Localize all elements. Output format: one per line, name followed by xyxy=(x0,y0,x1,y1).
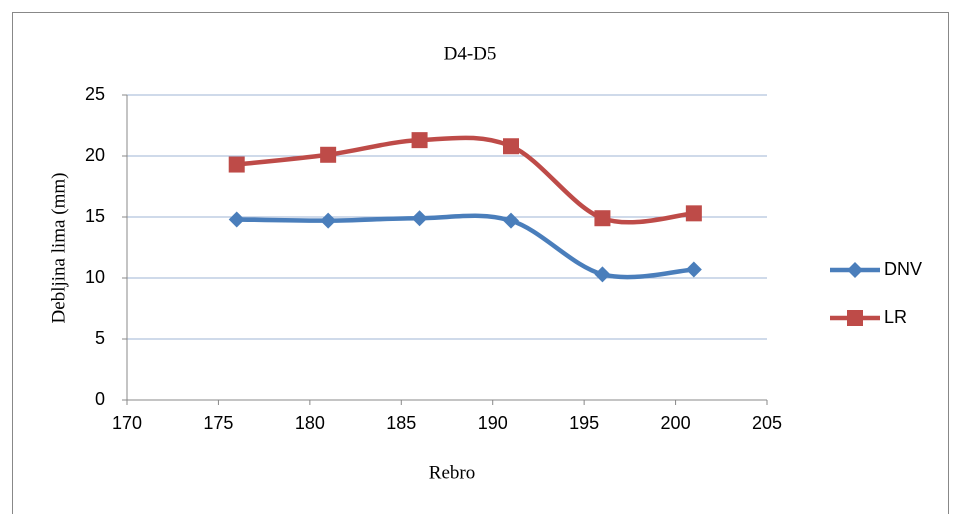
marker xyxy=(411,132,428,149)
y-tick-label: 0 xyxy=(95,389,105,409)
y-tick-label: 10 xyxy=(85,267,105,287)
marker xyxy=(594,266,611,283)
legend-marker xyxy=(847,310,863,326)
x-tick-label: 205 xyxy=(752,413,782,433)
marker xyxy=(228,156,245,173)
legend-marker xyxy=(847,262,863,278)
marker xyxy=(594,210,611,227)
legend-label: DNV xyxy=(884,259,922,279)
marker xyxy=(228,211,245,228)
x-tick-label: 180 xyxy=(295,413,325,433)
x-tick-label: 170 xyxy=(112,413,142,433)
legend-label: LR xyxy=(884,307,907,327)
x-tick-label: 185 xyxy=(386,413,416,433)
marker xyxy=(320,212,337,229)
marker xyxy=(503,138,519,155)
marker xyxy=(503,212,519,229)
marker xyxy=(411,210,428,227)
x-tick-label: 195 xyxy=(569,413,599,433)
y-axis-label: Debljina lima (mm) xyxy=(48,173,69,324)
chart-border xyxy=(12,12,949,514)
marker xyxy=(685,261,702,278)
x-axis-label: Rebro xyxy=(429,462,475,483)
marker xyxy=(320,146,337,163)
y-tick-label: 25 xyxy=(85,84,105,104)
y-tick-label: 15 xyxy=(85,206,105,226)
chart-title: D4-D5 xyxy=(444,43,497,64)
y-tick-label: 5 xyxy=(95,328,105,348)
marker xyxy=(685,205,702,222)
x-tick-label: 200 xyxy=(661,413,691,433)
y-tick-label: 20 xyxy=(85,145,105,165)
x-tick-label: 175 xyxy=(203,413,233,433)
x-tick-label: 190 xyxy=(478,413,508,433)
